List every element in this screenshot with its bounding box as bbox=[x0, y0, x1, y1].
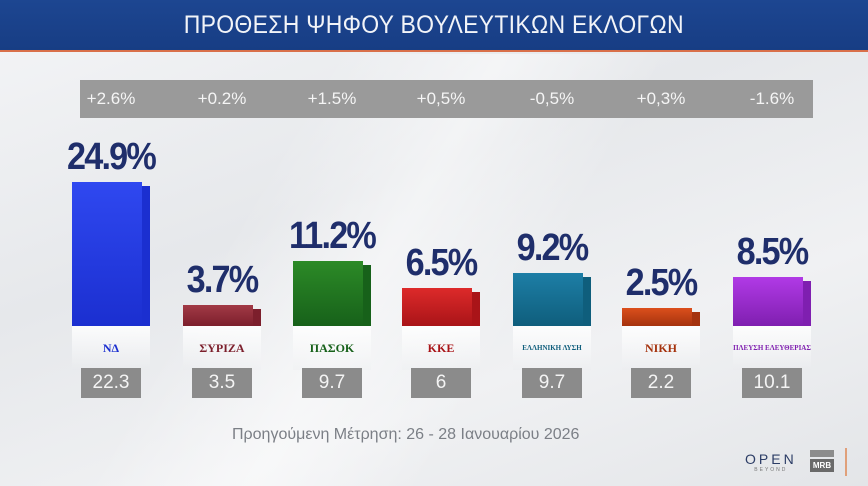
bar bbox=[72, 181, 150, 326]
delta-value: +0,3% bbox=[636, 89, 686, 108]
delta-band bbox=[80, 80, 813, 118]
party-logo-text: ΕΛΛΗΝΙΚΗ ΛΥΣΗ bbox=[522, 344, 582, 352]
chart-header: ΠΡΟΘΕΣΗ ΨΗΦΟΥ ΒΟΥΛΕΥΤΙΚΩΝ ΕΚΛΟΓΩΝ bbox=[0, 0, 868, 52]
delta-value: +1.5% bbox=[307, 89, 357, 108]
previous-value: 22.3 bbox=[81, 368, 141, 398]
party-logo: ΣΥΡΙΖΑ bbox=[183, 326, 261, 370]
party-logo: ΠΛΕΥΣΗ ΕΛΕΥΘΕΡΙΑΣ bbox=[733, 326, 811, 370]
delta-value: +2.6% bbox=[86, 89, 136, 108]
chart-title: ΠΡΟΘΕΣΗ ΨΗΦΟΥ ΒΟΥΛΕΥΤΙΚΩΝ ΕΚΛΟΓΩΝ bbox=[183, 10, 685, 39]
mrb-logo: MRB bbox=[810, 450, 834, 472]
divider bbox=[845, 448, 847, 476]
party-logo: ΚΚΕ bbox=[402, 326, 480, 370]
previous-value: 3.5 bbox=[192, 368, 252, 398]
delta-value: -1.6% bbox=[749, 89, 795, 108]
party-logo-text: ΝΙΚΗ bbox=[644, 340, 677, 355]
bar bbox=[402, 288, 480, 326]
party-logo-text: ΠΑΣΟΚ bbox=[309, 340, 355, 355]
percent-label: 24.9% bbox=[67, 135, 157, 178]
party-logo-text: ΝΔ bbox=[102, 340, 120, 355]
delta-value: +0.2% bbox=[197, 89, 247, 108]
percent-label: 8.5% bbox=[736, 230, 810, 273]
previous-value: 2.2 bbox=[631, 368, 691, 398]
percent-label: 3.7% bbox=[186, 258, 260, 301]
party-logo-text: ΣΥΡΙΖΑ bbox=[199, 340, 245, 355]
bar bbox=[183, 304, 261, 326]
previous-value: 9.7 bbox=[302, 368, 362, 398]
party-logo: ΠΑΣΟΚ bbox=[293, 326, 371, 370]
delta-value: +0,5% bbox=[416, 89, 466, 108]
percent-label: 6.5% bbox=[405, 242, 479, 285]
delta-value: -0,5% bbox=[529, 89, 575, 108]
bar bbox=[513, 272, 591, 326]
percent-label: 11.2% bbox=[288, 215, 377, 258]
party-logo: ΕΛΛΗΝΙΚΗ ΛΥΣΗ bbox=[513, 326, 591, 370]
party-logo: ΝΔ bbox=[72, 326, 150, 370]
previous-measurement-note: Προηγούμενη Μέτρηση: 26 - 28 Ιανουαρίου … bbox=[232, 426, 580, 443]
party-logo-text: ΠΛΕΥΣΗ ΕΛΕΥΘΕΡΙΑΣ bbox=[733, 344, 811, 352]
previous-value: 9.7 bbox=[522, 368, 582, 398]
open-beyond-logo: OPEN BEYOND bbox=[745, 451, 797, 473]
bar bbox=[622, 308, 700, 326]
bar bbox=[733, 276, 811, 326]
party-logo-text: ΚΚΕ bbox=[427, 340, 455, 355]
previous-value: 6 bbox=[411, 368, 471, 398]
party-logo: ΝΙΚΗ bbox=[622, 326, 700, 370]
percent-label: 9.2% bbox=[516, 226, 590, 269]
percent-label: 2.5% bbox=[625, 262, 699, 304]
bar bbox=[293, 261, 371, 326]
previous-value: 10.1 bbox=[742, 368, 802, 398]
